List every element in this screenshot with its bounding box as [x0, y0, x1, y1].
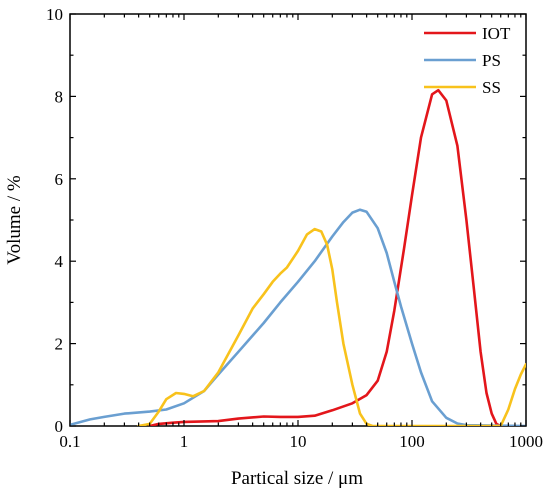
y-tick-label: 6	[55, 170, 64, 189]
series-layer	[70, 88, 526, 426]
y-tick-label: 8	[55, 87, 64, 106]
legend: IOT PS SS	[424, 24, 511, 97]
series-line-ps	[70, 208, 526, 426]
y-axis-title: Volume / %	[4, 175, 25, 265]
y-tick-label: 4	[55, 252, 64, 271]
y-tick-label: 10	[46, 5, 63, 24]
x-tick-label: 1000	[509, 432, 543, 451]
x-tick-label: 0.1	[59, 432, 80, 451]
legend-label-iot: IOT	[482, 24, 511, 43]
series-line-iot	[148, 88, 502, 426]
x-axis-title: Partical size / μm	[231, 468, 363, 489]
x-tick-label: 10	[290, 432, 307, 451]
ticks-layer: 0.1 1 10 100 1000 0 2 4 6 8 10	[46, 5, 543, 451]
series-line-ss	[137, 227, 526, 426]
y-tick-label: 2	[55, 335, 64, 354]
y-tick-label: 0	[55, 417, 64, 436]
axes-frame	[69, 13, 527, 427]
legend-label-ss: SS	[482, 78, 501, 97]
x-tick-label: 1	[180, 432, 189, 451]
plot-frame	[69, 13, 527, 427]
x-tick-label: 100	[399, 432, 425, 451]
legend-label-ps: PS	[482, 51, 501, 70]
